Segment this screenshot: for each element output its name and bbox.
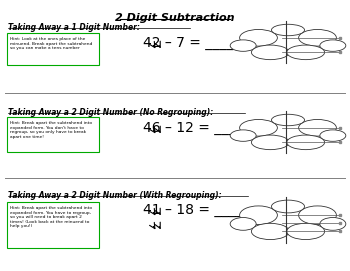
Text: Taking Away a 2 Digit Number (With Regrouping):: Taking Away a 2 Digit Number (With Regro… <box>8 191 222 200</box>
FancyBboxPatch shape <box>7 202 99 248</box>
Ellipse shape <box>240 30 278 46</box>
Ellipse shape <box>230 40 256 51</box>
Text: Hint: Look at the ones place of the
minuend. Break apart the subtrahend
so you c: Hint: Look at the ones place of the minu… <box>10 37 92 50</box>
Ellipse shape <box>259 121 317 145</box>
Ellipse shape <box>299 120 336 136</box>
Ellipse shape <box>251 135 289 150</box>
Ellipse shape <box>272 114 304 126</box>
Ellipse shape <box>320 218 346 230</box>
Ellipse shape <box>230 218 256 230</box>
Ellipse shape <box>320 40 346 51</box>
Ellipse shape <box>240 206 278 224</box>
Text: 42 – 7 = ____: 42 – 7 = ____ <box>143 36 233 50</box>
Ellipse shape <box>287 135 324 150</box>
Ellipse shape <box>272 200 304 213</box>
FancyBboxPatch shape <box>7 117 99 152</box>
Ellipse shape <box>251 45 289 60</box>
Ellipse shape <box>259 208 317 234</box>
Ellipse shape <box>259 31 317 55</box>
Ellipse shape <box>287 223 324 240</box>
Text: Taking Away a 1 Digit Number:: Taking Away a 1 Digit Number: <box>8 23 140 32</box>
Ellipse shape <box>240 120 278 136</box>
FancyBboxPatch shape <box>7 33 99 65</box>
Text: Hint: Break apart the subtrahend into
expanded form. You don't have to
regroup, : Hint: Break apart the subtrahend into ex… <box>10 121 92 139</box>
Ellipse shape <box>251 223 289 240</box>
Ellipse shape <box>299 206 336 224</box>
Ellipse shape <box>230 130 256 141</box>
Text: 2 Digit Subtraction: 2 Digit Subtraction <box>115 13 235 23</box>
Text: Taking Away a 2 Digit Number (No Regrouping):: Taking Away a 2 Digit Number (No Regroup… <box>8 108 213 117</box>
Ellipse shape <box>299 30 336 46</box>
Text: Hint: Break apart the subtrahend into
expanded form. You have to regroup,
so you: Hint: Break apart the subtrahend into ex… <box>10 206 92 228</box>
Ellipse shape <box>272 24 304 36</box>
Ellipse shape <box>320 130 346 141</box>
Text: 46 – 12 = ____: 46 – 12 = ____ <box>143 121 242 135</box>
Text: 41 – 18 = ____: 41 – 18 = ____ <box>143 203 242 217</box>
Ellipse shape <box>287 45 324 60</box>
